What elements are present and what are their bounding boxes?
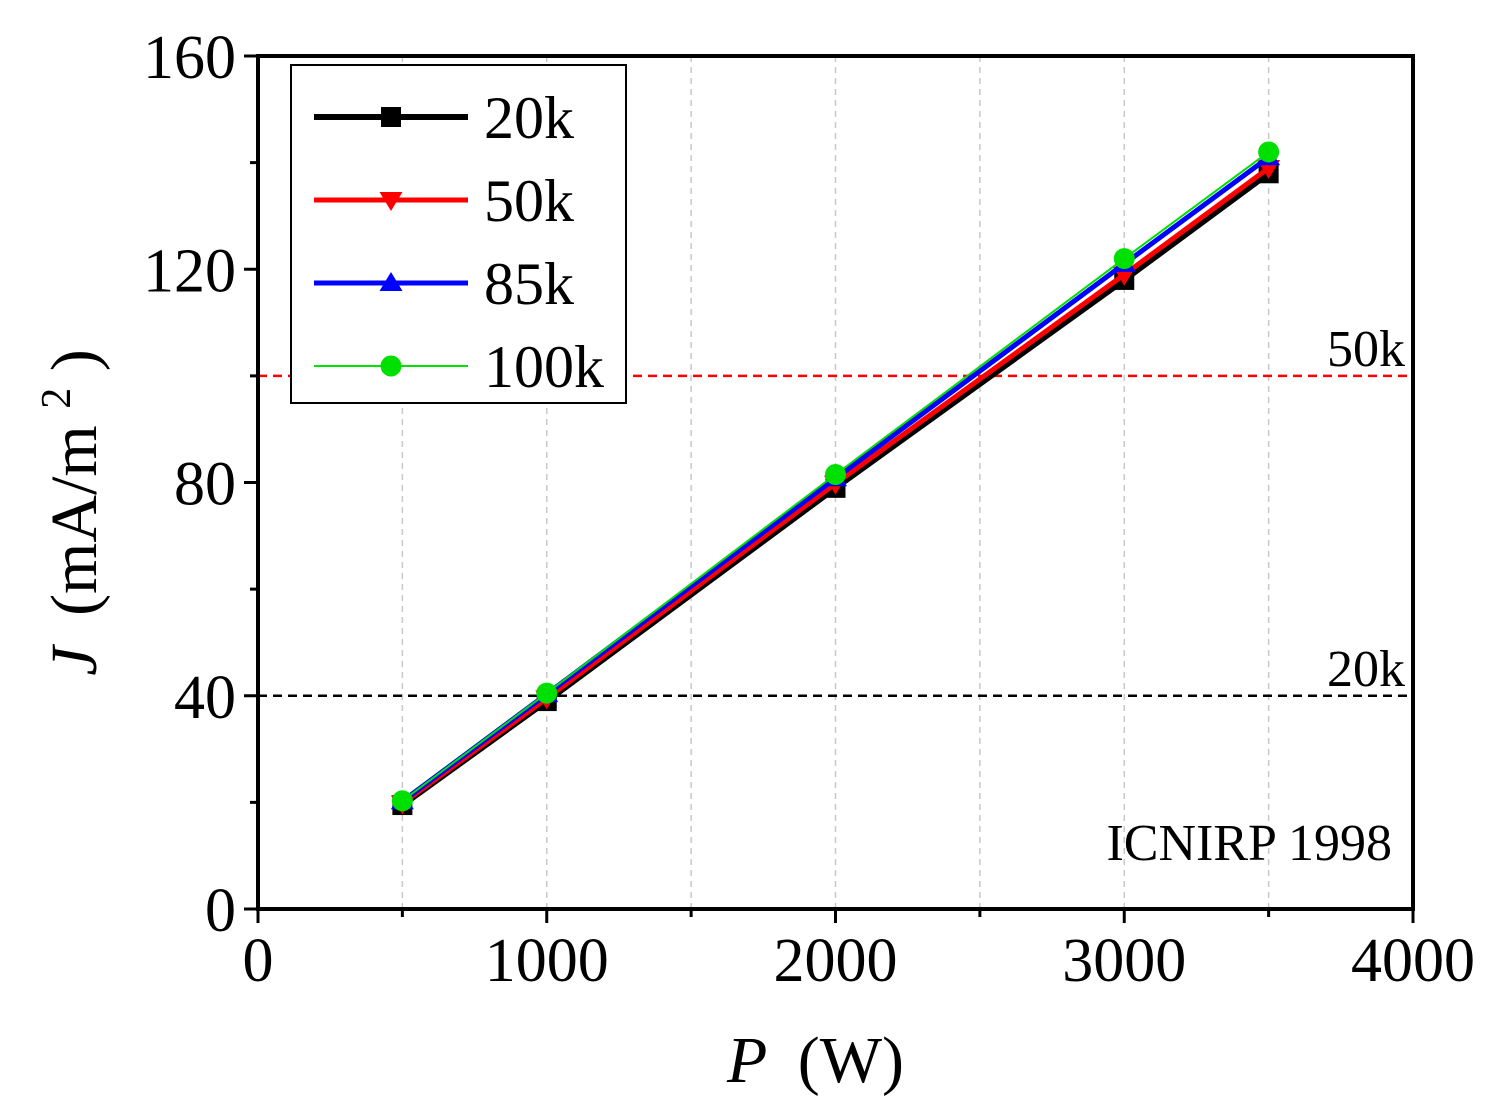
data-point-100k-2000 [825,464,846,486]
y-axis-unit: (mA/m [38,425,111,616]
data-point-100k-500 [391,790,413,812]
legend-item-100k: 100k [314,334,604,400]
legend-box [290,64,627,404]
legend-marker-85k [379,272,403,291]
data-point-100k-3500 [1258,141,1280,163]
annotation-icnirp: ICNIRP 1998 [1106,815,1392,872]
legend-item-50k: 50k [314,168,574,234]
y-tick-label-80: 80 [174,451,236,519]
y-axis-symbol: J [38,644,111,676]
y-axis-unit-sup: 2 [34,388,80,409]
y-tick-label-160: 160 [143,24,236,92]
y-axis-unit-end: ) [38,349,111,371]
legend-item-20k: 20k [314,85,574,151]
data-point-100k-3000 [1113,248,1135,270]
legend-item-85k: 85k [314,251,574,317]
reference-label-20k: 20k [1327,641,1405,698]
x-tick-label-0: 0 [243,927,274,995]
x-tick-label-4000: 4000 [1351,927,1475,995]
y-tick-label-40: 40 [174,664,236,732]
y-tick-label-0: 0 [205,877,236,945]
x-tick-label-3000: 3000 [1062,927,1186,995]
series-100k [391,141,1280,812]
legend-label-50k: 50k [484,168,574,234]
legend: 20k 50k 85k 100k [290,64,627,404]
x-tick-label-2000: 2000 [774,927,898,995]
reference-label-50k: 50k [1327,321,1405,378]
legend-label-100k: 100k [484,334,604,400]
y-axis-title: J (mA/m 2 ) [12,349,111,675]
reference-lines: 50k 20k [258,321,1413,698]
data-point-100k-1000 [536,682,558,704]
data-series [390,141,1281,816]
x-axis-unit: (W) [798,1024,904,1097]
legend-marker-50k [379,192,403,211]
x-tick-label-1000: 1000 [485,927,609,995]
legend-marker-100k [380,355,402,377]
axis-ticks: 0 1000 2000 3000 4000 0 40 80 120 160 [143,24,1475,995]
legend-label-85k: 85k [484,251,574,317]
y-tick-label-120: 120 [143,237,236,305]
x-axis-title: P (W) [726,1024,904,1097]
legend-marker-20k [381,107,401,127]
legend-label-20k: 20k [484,85,574,151]
x-axis-symbol: P [726,1024,767,1097]
